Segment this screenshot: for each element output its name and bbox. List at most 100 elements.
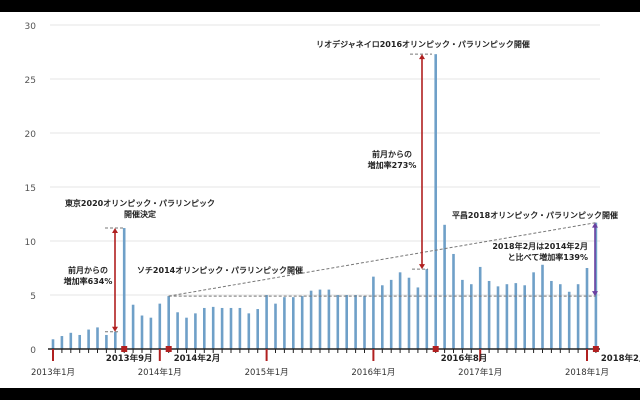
bar [256, 309, 259, 349]
annotation-rate: 前月からの [372, 149, 412, 159]
bar [381, 285, 384, 349]
bar [292, 297, 295, 349]
bar [309, 290, 313, 349]
y-tick-label: 0 [30, 346, 36, 356]
annotation-rate: 増加率273% [368, 160, 417, 170]
highlight-label: 2018年2月 [601, 353, 640, 364]
highlight-label: 2016年8月 [441, 353, 488, 364]
bar [203, 307, 206, 349]
bar [434, 54, 437, 349]
x-tick-label: 2013年1月 [31, 367, 75, 378]
bar [149, 317, 153, 349]
bar [594, 222, 598, 349]
bar [576, 284, 580, 349]
y-tick-label: 30 [25, 22, 37, 32]
annotation-pyeongchang: 平昌2018オリンピック・パラリンピック開催 [452, 210, 618, 220]
highlight-label: 2013年9月 [106, 353, 153, 364]
bar [78, 334, 81, 349]
bar [96, 327, 99, 349]
dashed-line [168, 222, 596, 297]
bar [505, 284, 509, 349]
arrow-head [112, 326, 118, 332]
annotation-rate: 増加率634% [64, 276, 113, 286]
arrow-head [592, 291, 598, 297]
bar [389, 279, 393, 349]
highlight-marker [165, 346, 172, 352]
bar [407, 277, 411, 349]
annotation-tokyo: 東京2020オリンピック・パラリンピック [65, 198, 215, 208]
arrow-head [112, 228, 118, 234]
bar [461, 279, 464, 349]
bar [416, 287, 420, 349]
bar [443, 224, 446, 349]
highlight-marker [121, 346, 128, 352]
bar [87, 329, 90, 349]
bar [238, 307, 242, 349]
bar [425, 269, 429, 349]
bar [300, 296, 304, 349]
bar [131, 304, 135, 349]
bar [514, 283, 518, 349]
bar [185, 317, 188, 349]
bar [585, 268, 589, 349]
arrow-head [419, 54, 425, 60]
bar [559, 284, 562, 349]
bar [523, 285, 526, 349]
arrow-head [592, 222, 598, 228]
bar [51, 339, 55, 349]
bar [140, 315, 144, 349]
bar [345, 295, 348, 349]
y-tick-label: 20 [25, 130, 37, 140]
bar [176, 312, 179, 349]
bar [194, 313, 197, 349]
bar [274, 303, 277, 349]
x-tick-label: 2018年1月 [565, 367, 609, 378]
bar [354, 295, 357, 349]
bar [220, 307, 224, 349]
bar [114, 331, 117, 349]
bar [158, 303, 162, 349]
annotation-rate: と比べて増加率139% [508, 252, 588, 262]
x-tick-label: 2017年1月 [458, 367, 502, 378]
bar [167, 296, 170, 349]
bar [550, 280, 553, 349]
annotation-rio: リオデジャネイロ2016オリンピック・パラリンピック開催 [316, 39, 530, 49]
annotation-sochi: ソチ2014オリンピック・パラリンピック開催 [137, 265, 303, 275]
bar [336, 295, 340, 349]
bar [496, 286, 500, 349]
bar [283, 297, 286, 349]
bar [452, 253, 455, 349]
bar [265, 295, 268, 349]
y-tick-label: 15 [25, 184, 36, 194]
x-tick-label: 2016年1月 [351, 367, 395, 378]
bar [122, 228, 126, 349]
bar [247, 313, 251, 349]
bar [69, 332, 73, 349]
bar [398, 272, 402, 349]
highlight-marker [592, 346, 599, 352]
y-tick-label: 25 [25, 76, 36, 86]
bar [229, 307, 233, 349]
x-tick-label: 2014年1月 [138, 367, 182, 378]
bar [363, 296, 366, 349]
bar [372, 276, 375, 349]
highlight-label: 2014年2月 [174, 353, 221, 364]
highlight-marker [432, 346, 439, 352]
annotation-rate: 前月からの [68, 265, 108, 275]
bar [318, 289, 322, 349]
bar [567, 291, 571, 349]
annotation-tokyo: 開催決定 [124, 209, 156, 219]
bar [105, 334, 108, 349]
x-tick-label: 2015年1月 [245, 367, 289, 378]
bar [532, 272, 535, 349]
bar [478, 266, 482, 349]
bar [60, 336, 64, 349]
bar [470, 284, 473, 349]
y-tick-label: 10 [25, 238, 37, 248]
bar [487, 280, 491, 349]
arrow-head [419, 264, 425, 270]
bar [327, 289, 331, 349]
bar [541, 264, 544, 349]
